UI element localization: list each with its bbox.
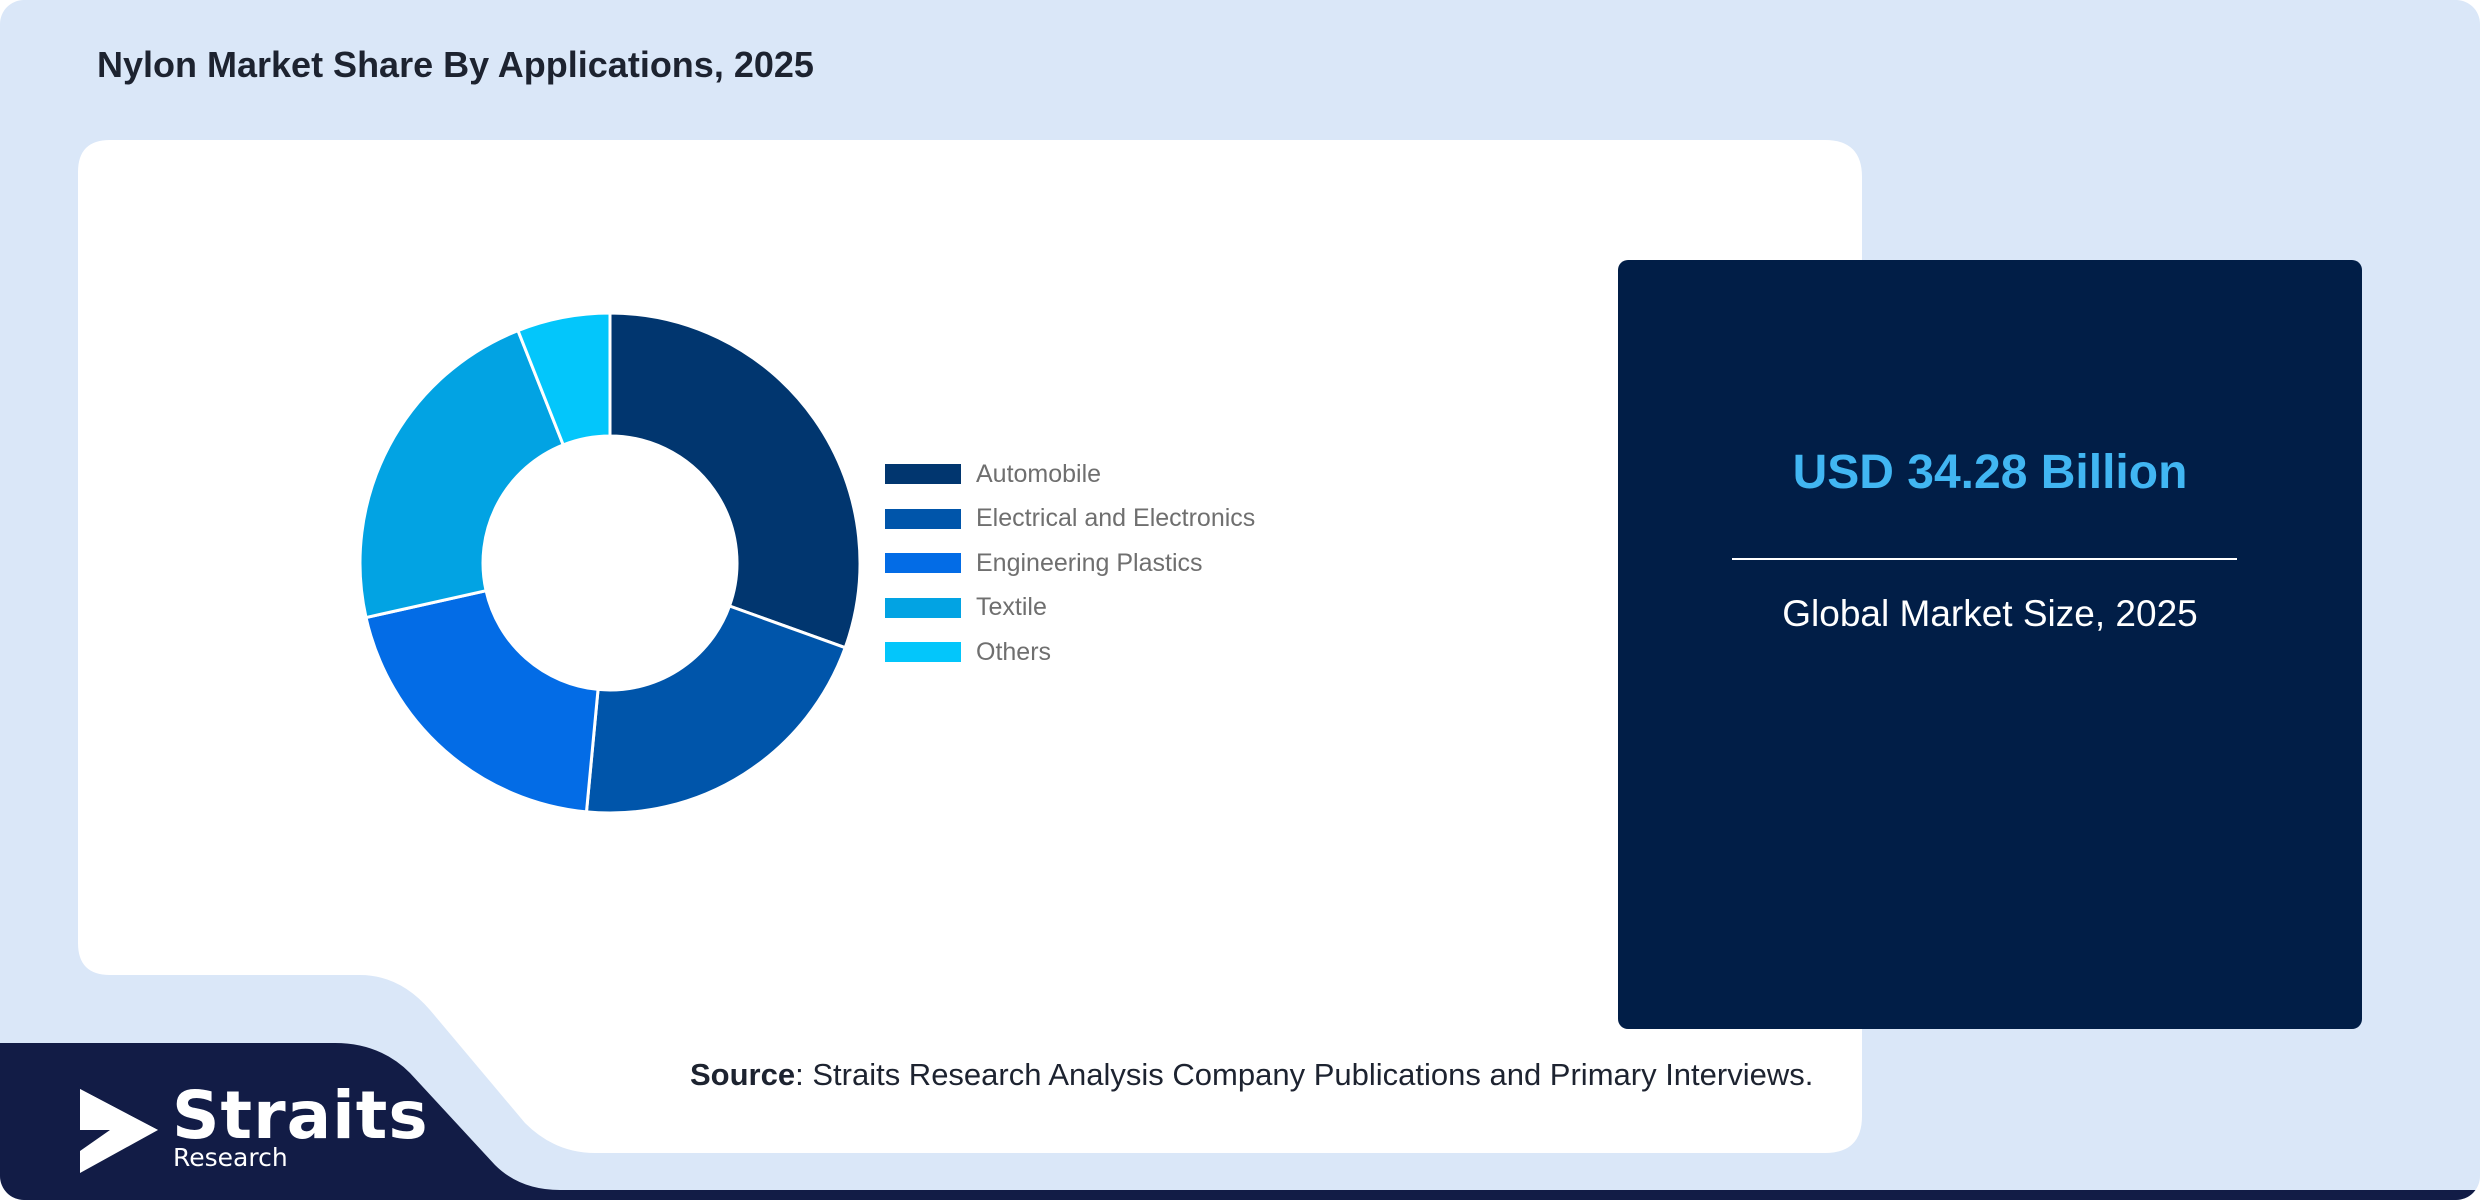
source-label: Source (690, 1057, 796, 1092)
legend-swatch (885, 642, 961, 663)
legend-label: Automobile (976, 459, 1102, 488)
legend-item-automobile: Automobile (885, 452, 1255, 497)
chart-title: Nylon Market Share By Applications, 2025 (97, 44, 814, 85)
legend-item-engineering-plastics: Engineering Plastics (885, 541, 1255, 586)
donut-slice-electrical-and-electronics (584, 604, 848, 815)
source-text: : Straits Research Analysis Company Publ… (795, 1057, 1814, 1092)
legend-item-textile: Textile (885, 586, 1255, 631)
legend-swatch (885, 508, 961, 529)
market-size-card: USD 34.28 Billion Global Market Size, 20… (1618, 260, 2362, 1029)
legend-item-electrical-and-electronics: Electrical and Electronics (885, 497, 1255, 542)
logo-arrow-icon (80, 1089, 158, 1173)
divider (1732, 558, 2237, 560)
logo-subtitle: Research (173, 1143, 288, 1172)
donut-slice-engineering-plastics (364, 588, 600, 814)
legend-label: Engineering Plastics (976, 548, 1203, 577)
brand-corner (0, 1043, 2480, 1200)
legend-swatch (885, 464, 961, 485)
donut-slice-textile (358, 328, 566, 620)
legend-label: Electrical and Electronics (976, 504, 1256, 533)
chart-legend: Automobile Electrical and Electronics En… (885, 452, 1255, 675)
market-size-value: USD 34.28 Billion (1792, 446, 2188, 499)
logo-wordmark: Straits (172, 1077, 429, 1154)
legend-swatch (885, 597, 961, 618)
legend-label: Others (976, 637, 1052, 666)
market-size-label: Global Market Size, 2025 (1782, 593, 2198, 634)
legend-item-others: Others (885, 630, 1255, 675)
donut-slice-automobile (608, 311, 862, 650)
donut-slice-others (516, 311, 612, 447)
source-note: Source: Straits Research Analysis Compan… (690, 1057, 1813, 1093)
legend-label: Textile (976, 593, 1047, 622)
straits-research-logo: Straits Research (80, 1077, 428, 1180)
legend-swatch (885, 553, 961, 574)
